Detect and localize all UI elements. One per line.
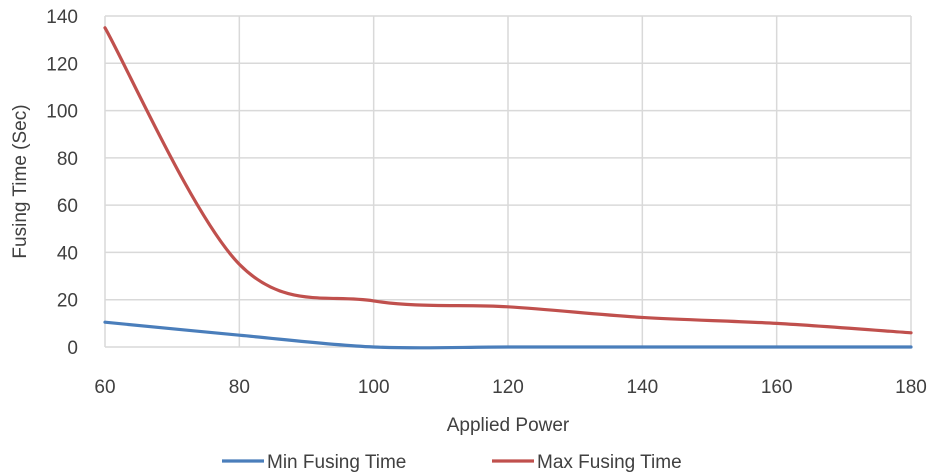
x-tick-label: 100 [358, 377, 390, 398]
series-line-min-fusing-time [103, 320, 913, 350]
x-tick-label: 80 [229, 377, 250, 398]
legend-label-max-fusing-time: Max Fusing Time [537, 452, 682, 473]
grid-lines [104, 15, 912, 348]
y-tick-label: 40 [57, 243, 78, 264]
y-tick-label: 120 [46, 54, 78, 75]
y-tick-label: 0 [67, 338, 78, 359]
x-tick-label: 60 [94, 377, 115, 398]
series-lines [103, 26, 913, 350]
x-tick-label: 120 [492, 377, 524, 398]
y-tick-label: 60 [57, 196, 78, 217]
legend: Min Fusing Time Max Fusing Time [222, 452, 682, 473]
y-tick-label: 140 [46, 7, 78, 28]
x-tick-label: 140 [626, 377, 658, 398]
x-tick-label: 180 [895, 377, 927, 398]
x-axis-title: Applied Power [447, 415, 570, 436]
x-axis-tick-labels: 60 80 100 120 140 160 180 [94, 377, 926, 398]
series-line-max-fusing-time [103, 26, 913, 335]
y-axis-tick-labels: 0 20 40 60 80 100 120 140 [46, 7, 78, 359]
legend-label-min-fusing-time: Min Fusing Time [267, 452, 406, 473]
x-tick-label: 160 [761, 377, 793, 398]
y-tick-label: 100 [46, 102, 78, 123]
y-tick-label: 20 [57, 291, 78, 312]
y-tick-label: 80 [57, 149, 78, 170]
y-axis-title: Fusing Time (Sec) [10, 104, 31, 258]
